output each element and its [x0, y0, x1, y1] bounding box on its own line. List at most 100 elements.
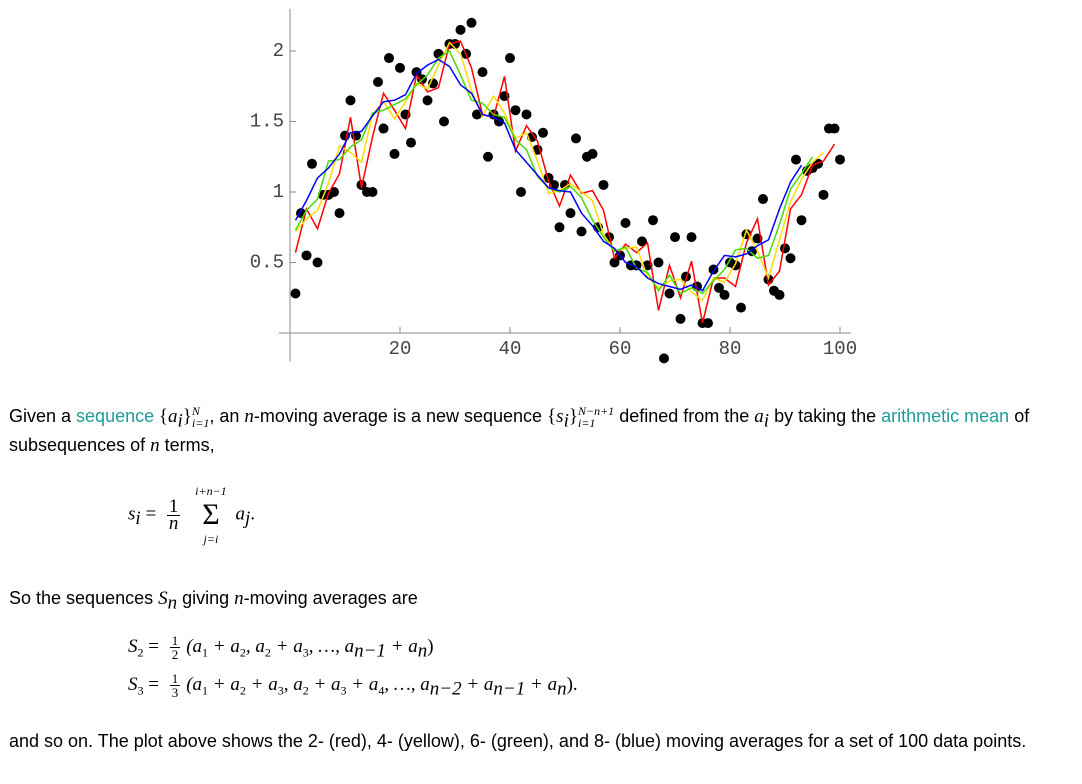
- data-point: [367, 187, 378, 197]
- data-point: [384, 53, 394, 64]
- math: 1: [202, 645, 209, 660]
- math: N−n+1: [577, 404, 615, 419]
- data-point: [301, 250, 312, 261]
- math: i+n−1: [195, 484, 227, 498]
- data-point: [510, 105, 521, 116]
- math: S: [158, 588, 168, 609]
- data-point: [835, 154, 845, 165]
- y-tick-label: 0.5: [250, 252, 284, 274]
- data-point: [576, 226, 587, 237]
- data-point: [791, 154, 801, 165]
- text: of subsequences of: [9, 406, 1030, 455]
- data-point: [719, 289, 730, 300]
- math: s: [128, 503, 136, 525]
- data-point: [422, 95, 433, 106]
- text: So the sequences: [9, 588, 159, 608]
- text: by taking the: [769, 406, 882, 426]
- chart: 20 40 60 80 100 0.5 1 1.5 2: [250, 8, 857, 364]
- text: giving: [177, 588, 235, 608]
- math: ).: [566, 673, 578, 695]
- math: 2: [239, 645, 246, 660]
- math: 4: [378, 683, 385, 698]
- math: + a: [208, 673, 240, 695]
- text: -moving averages are: [243, 588, 418, 608]
- math: (a: [186, 673, 203, 695]
- math: n−1: [493, 678, 526, 700]
- math: n: [150, 435, 160, 456]
- y-tick-label: 1.5: [250, 111, 284, 133]
- data-point: [312, 257, 323, 268]
- formula: S2 = 1 2 (a1 + a2, a2 + a3, …, an−1 + an): [128, 634, 434, 661]
- math: s: [556, 406, 564, 427]
- math: i=1: [191, 416, 210, 431]
- math: n: [234, 588, 244, 609]
- data-point: [818, 189, 829, 200]
- data-point: [543, 172, 554, 183]
- math: n−1: [354, 640, 386, 662]
- math: 3: [302, 645, 309, 660]
- math: 2: [171, 647, 179, 662]
- math-limits: N−n+1 i=1: [578, 405, 614, 429]
- math: i: [177, 410, 183, 432]
- data-point: [774, 289, 785, 300]
- text: , an: [209, 406, 245, 426]
- text: and so on. The plot above shows the 2- (…: [9, 731, 1027, 751]
- text: -moving average is a new sequence: [253, 406, 548, 426]
- x-tick-label: 80: [719, 338, 742, 360]
- link[interactable]: arithmetic mean: [881, 406, 1010, 426]
- data-point: [521, 109, 532, 120]
- data-point: [334, 208, 345, 219]
- math: + a: [525, 673, 558, 695]
- math: 3: [340, 683, 347, 698]
- x-tick-label: 60: [609, 338, 632, 360]
- math: , a: [283, 673, 303, 695]
- paragraph: So the sequences Sn giving n-moving aver…: [9, 584, 1074, 613]
- math: }: [182, 406, 192, 427]
- data-point: [659, 353, 669, 364]
- math: 3: [277, 683, 284, 698]
- data-point: [345, 95, 356, 106]
- data-point: [538, 127, 548, 138]
- text: terms,: [159, 435, 215, 455]
- data-point: [780, 243, 790, 254]
- data-point: [483, 151, 493, 162]
- math: =: [145, 503, 157, 525]
- math: a: [168, 406, 178, 427]
- math: i: [135, 508, 141, 530]
- math: N: [191, 404, 200, 419]
- math: + a: [385, 635, 418, 657]
- data-point: [598, 179, 609, 190]
- math: =: [148, 635, 159, 657]
- data-point: [373, 77, 383, 88]
- math: + a: [308, 673, 341, 695]
- data-point: [670, 232, 680, 243]
- link[interactable]: sequence: [76, 406, 155, 426]
- math: j: [244, 508, 251, 530]
- x-tick-label: 100: [823, 338, 857, 360]
- y-tick-label: 1: [273, 181, 284, 203]
- math: }: [568, 406, 578, 427]
- math: a: [754, 406, 764, 427]
- math: S: [128, 635, 138, 657]
- data-point: [653, 257, 664, 268]
- math: 2: [302, 683, 309, 698]
- text: Given a: [9, 406, 77, 426]
- math: 3: [137, 683, 144, 698]
- math: {: [547, 406, 557, 427]
- math: 1: [202, 683, 209, 698]
- math: 2: [264, 645, 271, 660]
- math: i=1: [577, 416, 596, 431]
- data-point: [290, 288, 301, 299]
- math: n: [244, 406, 254, 427]
- math: + a: [245, 673, 278, 695]
- math: (a: [186, 635, 203, 657]
- math: 1: [169, 633, 181, 648]
- data-point: [455, 24, 466, 35]
- math: 3: [171, 685, 179, 700]
- data-point: [686, 232, 697, 243]
